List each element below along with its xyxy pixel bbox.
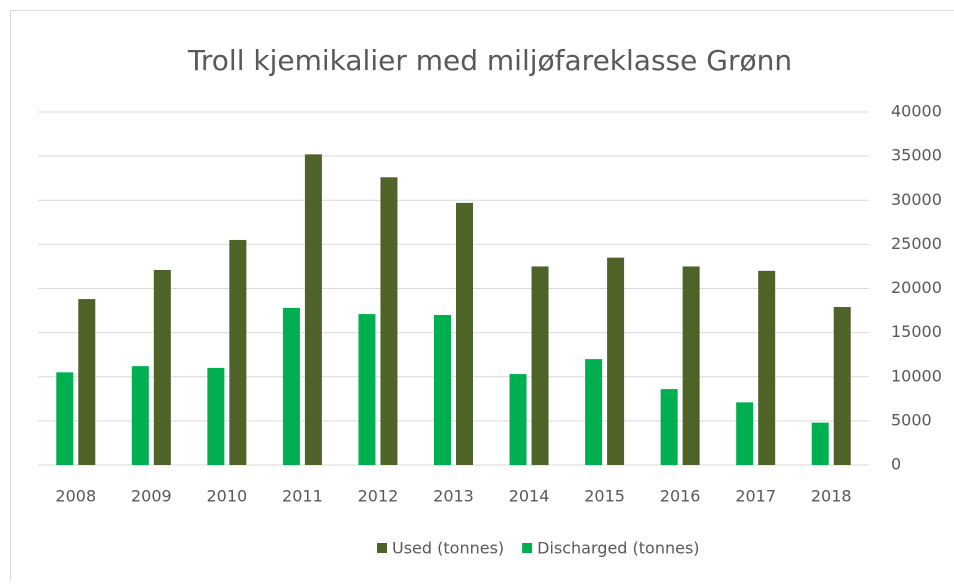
x-tick-label: 2009	[131, 487, 172, 506]
y-tick-label: 20000	[891, 278, 942, 297]
x-tick-label: 2017	[735, 487, 776, 506]
y-tick-label: 5000	[891, 410, 932, 429]
bar	[607, 258, 624, 465]
x-tick-label: 2012	[358, 487, 399, 506]
bar	[207, 368, 224, 465]
bar	[154, 270, 171, 465]
chart-title: Troll kjemikalier med miljøfareklasse Gr…	[187, 44, 792, 77]
legend-label: Discharged (tonnes)	[537, 539, 699, 558]
y-tick-label: 0	[891, 455, 901, 474]
x-tick-label: 2015	[584, 487, 625, 506]
x-tick-label: 2013	[433, 487, 474, 506]
y-tick-label: 10000	[891, 366, 942, 385]
x-tick-label: 2010	[207, 487, 248, 506]
x-tick-label: 2014	[509, 487, 550, 506]
y-tick-label: 35000	[891, 146, 942, 165]
x-tick-label: 2018	[811, 487, 852, 506]
bar	[456, 203, 473, 465]
y-tick-label: 25000	[891, 234, 942, 253]
bar	[834, 307, 851, 465]
bar	[380, 177, 397, 465]
y-tick-label: 30000	[891, 190, 942, 209]
bar	[661, 389, 678, 465]
bar	[812, 423, 829, 465]
bar	[283, 308, 300, 465]
bar	[585, 359, 602, 465]
bar	[78, 299, 95, 465]
bar	[532, 266, 549, 465]
bar	[434, 315, 451, 465]
x-tick-label: 2016	[660, 487, 701, 506]
legend-label: Used (tonnes)	[392, 539, 504, 558]
bar	[510, 374, 527, 465]
bar	[229, 240, 246, 465]
x-tick-label: 2011	[282, 487, 323, 506]
bar	[56, 372, 73, 465]
legend-swatch	[377, 543, 387, 553]
legend-swatch	[522, 543, 532, 553]
bar	[758, 271, 775, 465]
x-tick-label: 2008	[55, 487, 96, 506]
y-tick-label: 15000	[891, 322, 942, 341]
bar	[305, 154, 322, 465]
bar	[358, 314, 375, 465]
bar	[132, 366, 149, 465]
y-tick-label: 40000	[891, 102, 942, 121]
bar	[736, 402, 753, 465]
bar	[683, 266, 700, 465]
